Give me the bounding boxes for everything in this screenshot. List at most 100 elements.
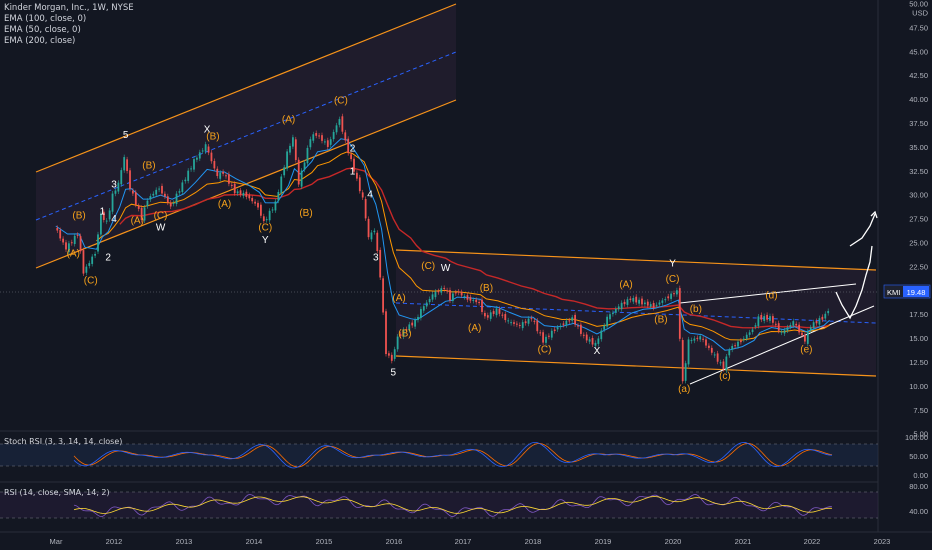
last-price-box bbox=[903, 286, 929, 297]
wave-label: W bbox=[156, 223, 166, 234]
ema-lines bbox=[55, 138, 830, 351]
price-tick-label: 5.00 bbox=[913, 430, 928, 439]
price-tick-label: 32.50 bbox=[909, 167, 928, 176]
candle-body bbox=[719, 362, 722, 364]
candle-body bbox=[574, 314, 576, 325]
wave-label: (a) bbox=[678, 384, 690, 395]
candle-body bbox=[460, 292, 463, 296]
candle-body bbox=[79, 236, 82, 252]
candle-body bbox=[789, 324, 792, 327]
wave-label: (A) bbox=[619, 279, 632, 290]
candle-body bbox=[251, 197, 254, 202]
candle-body bbox=[297, 159, 300, 185]
candle-body bbox=[661, 300, 664, 303]
candle-body bbox=[740, 340, 742, 343]
candle-body bbox=[367, 218, 370, 238]
candle-body bbox=[664, 299, 667, 301]
wave-label: 2 bbox=[105, 252, 111, 263]
time-tick-label: 2012 bbox=[106, 537, 123, 546]
wave-label: 1 bbox=[350, 167, 356, 178]
candle-body bbox=[513, 322, 515, 324]
candle-body bbox=[56, 227, 59, 231]
rsi-line bbox=[73, 494, 833, 518]
candle-body bbox=[623, 301, 626, 305]
candle-body bbox=[745, 334, 748, 339]
candle-body bbox=[591, 338, 594, 345]
candle-body bbox=[742, 338, 745, 340]
candle-body bbox=[681, 340, 684, 382]
stoch-tick-label: 100.00 bbox=[905, 433, 928, 442]
candle-body bbox=[411, 322, 414, 326]
candle-body bbox=[286, 151, 288, 169]
candle-body bbox=[132, 190, 134, 194]
candle-body bbox=[562, 323, 565, 325]
candle-body bbox=[373, 230, 376, 233]
time-tick-label: 2020 bbox=[665, 537, 682, 546]
time-tick-label: Mar bbox=[50, 537, 63, 546]
candle-body bbox=[399, 334, 402, 336]
candle-body bbox=[338, 119, 341, 125]
candle-body bbox=[329, 139, 332, 145]
candle-body bbox=[492, 311, 495, 314]
candle-body bbox=[94, 253, 96, 256]
candle-body bbox=[292, 137, 294, 147]
candle-body bbox=[248, 195, 251, 199]
candle-body bbox=[59, 230, 62, 239]
wave-label: 4 bbox=[111, 214, 117, 225]
candle-body bbox=[350, 154, 352, 160]
price-tick-label: 47.50 bbox=[909, 23, 928, 32]
candle-body bbox=[164, 193, 166, 197]
candle-body bbox=[280, 176, 283, 194]
stoch-rsi-pane[interactable] bbox=[0, 441, 878, 469]
candle-body bbox=[478, 302, 480, 304]
projection-path bbox=[835, 245, 873, 320]
wave-label: (C) bbox=[334, 95, 348, 106]
candle-body bbox=[204, 144, 207, 152]
price-tick-label: 30.00 bbox=[909, 191, 928, 200]
candle-body bbox=[684, 363, 687, 381]
candle-body bbox=[801, 332, 803, 336]
candle-body bbox=[699, 336, 702, 340]
candle-body bbox=[245, 191, 248, 197]
rsi-label[interactable]: RSI (14, close, SMA, 14, 2) bbox=[4, 488, 110, 497]
candle-body bbox=[82, 250, 85, 274]
candle-body bbox=[649, 304, 652, 307]
wave-label: (d) bbox=[765, 291, 777, 302]
stoch-rsi-label[interactable]: Stoch RSI (3, 3, 14, 14, close) bbox=[4, 437, 123, 446]
indicator-ema50-label[interactable]: EMA (50, close, 0) bbox=[4, 25, 81, 35]
candle-body bbox=[230, 184, 233, 186]
candle-body bbox=[341, 116, 344, 132]
wave-label: X bbox=[204, 125, 211, 136]
wave-label: Y bbox=[262, 235, 269, 246]
ema-100-line bbox=[96, 151, 830, 341]
wave-label: (A) bbox=[392, 293, 405, 304]
candle-body bbox=[690, 340, 693, 342]
candle-body bbox=[303, 162, 306, 170]
candle-body bbox=[446, 290, 448, 292]
rsi-pane[interactable] bbox=[0, 491, 878, 519]
candle-body bbox=[344, 132, 347, 141]
candle-body bbox=[620, 302, 623, 310]
chart-title[interactable]: Kinder Morgan, Inc., 1W, NYSE bbox=[4, 3, 134, 13]
candle-body bbox=[646, 301, 649, 306]
indicator-ema100-label[interactable]: EMA (100, close, 0) bbox=[4, 14, 87, 24]
candle-body bbox=[123, 157, 126, 171]
candle-body bbox=[821, 316, 824, 320]
candle-body bbox=[152, 193, 155, 196]
candle-body bbox=[504, 314, 507, 321]
candle-body bbox=[233, 183, 236, 194]
candle-body bbox=[382, 278, 384, 313]
wave-label: 1 bbox=[100, 206, 106, 217]
price-tick-label: 40.00 bbox=[909, 95, 928, 104]
candle-body bbox=[766, 314, 768, 320]
candle-body bbox=[641, 298, 643, 305]
candle-body bbox=[568, 320, 571, 322]
candle-body bbox=[466, 295, 469, 300]
candle-body bbox=[705, 339, 707, 346]
candle-body bbox=[198, 152, 201, 159]
indicator-ema200-label[interactable]: EMA (200, close) bbox=[4, 36, 76, 46]
candle-body bbox=[376, 232, 379, 252]
wave-label: (A) bbox=[282, 115, 295, 126]
